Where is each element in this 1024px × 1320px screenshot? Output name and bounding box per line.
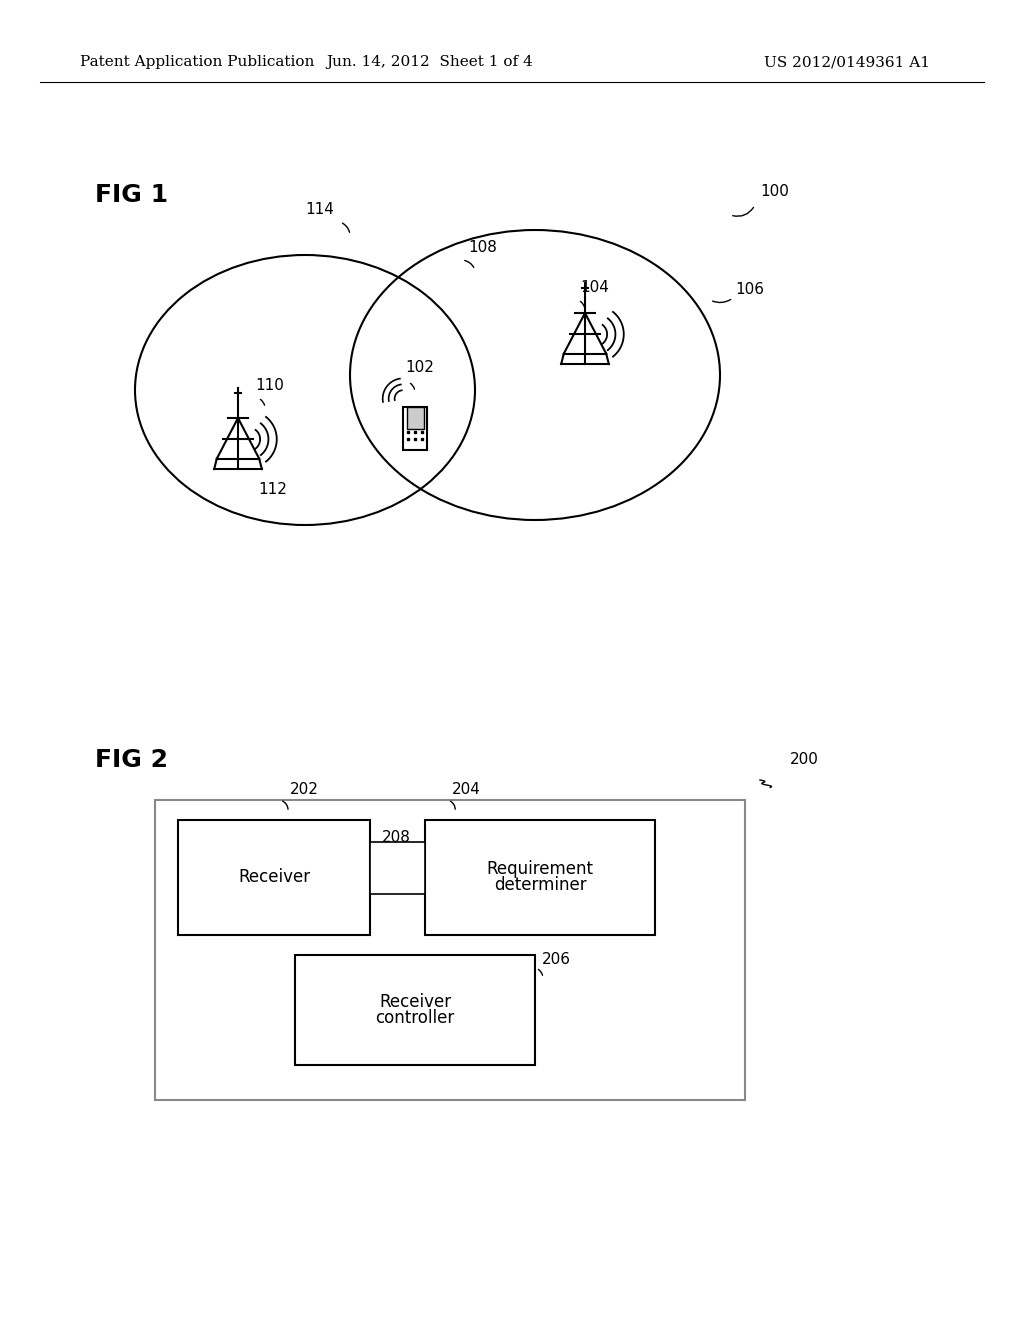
Text: 110: 110	[255, 378, 284, 392]
Text: FIG 1: FIG 1	[95, 183, 168, 207]
Text: 108: 108	[468, 240, 497, 256]
Text: 104: 104	[580, 281, 609, 296]
Text: determiner: determiner	[494, 876, 587, 895]
Bar	[295, 954, 535, 1065]
Text: 100: 100	[760, 185, 788, 199]
Text: Receiver: Receiver	[379, 993, 451, 1011]
Bar	[425, 820, 655, 935]
Text: 202: 202	[290, 783, 318, 797]
Bar	[370, 842, 425, 894]
Bar	[178, 820, 370, 935]
Bar	[407, 408, 424, 429]
Text: 102: 102	[406, 360, 434, 375]
Text: 200: 200	[790, 752, 819, 767]
Text: 114: 114	[305, 202, 335, 218]
Text: US 2012/0149361 A1: US 2012/0149361 A1	[764, 55, 930, 69]
Text: Jun. 14, 2012  Sheet 1 of 4: Jun. 14, 2012 Sheet 1 of 4	[327, 55, 534, 69]
Text: controller: controller	[376, 1008, 455, 1027]
Bar	[155, 800, 745, 1100]
Text: 106: 106	[735, 282, 764, 297]
Text: FIG 2: FIG 2	[95, 748, 168, 772]
Text: 112: 112	[258, 483, 287, 498]
Bar	[403, 408, 427, 450]
Text: 206: 206	[542, 953, 571, 968]
Text: Patent Application Publication: Patent Application Publication	[80, 55, 314, 69]
Text: Requirement: Requirement	[486, 861, 594, 879]
Text: Receiver: Receiver	[238, 869, 310, 887]
Text: 204: 204	[452, 783, 481, 797]
Text: 208: 208	[382, 830, 411, 846]
